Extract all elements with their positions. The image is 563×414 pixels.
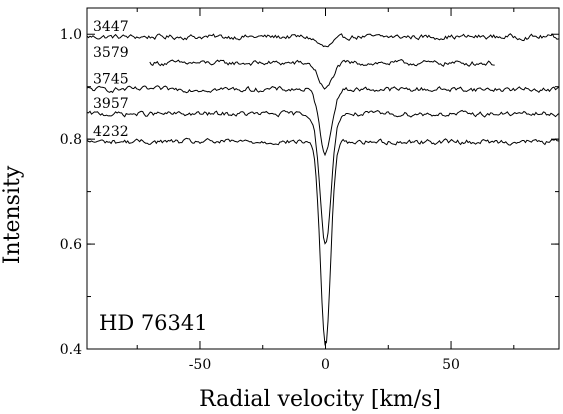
series-line-4232 (86, 137, 559, 346)
series-line-3447 (86, 33, 559, 48)
x-tick-label: 50 (442, 357, 460, 373)
series-labels: 3447 3579 3745 3957 4232 (93, 19, 129, 140)
series-line-3957 (86, 109, 559, 245)
x-tick-label: 0 (321, 357, 330, 373)
series-lines (86, 33, 559, 346)
series-line-3579 (149, 59, 495, 90)
x-axis-label: Radial velocity [km/s] (199, 387, 441, 412)
star-annotation: HD 76341 (99, 311, 208, 335)
series-label-3745: 3745 (93, 71, 129, 87)
series-label-3579: 3579 (93, 45, 129, 61)
y-tick-label: 1.0 (60, 27, 82, 43)
series-label-4232: 4232 (93, 124, 129, 140)
x-tick-label: -50 (189, 357, 212, 373)
axis-ticks: -50 0 50 0.4 0.6 0.8 1.0 (60, 8, 559, 373)
series-label-3957: 3957 (93, 96, 129, 112)
y-tick-label: 0.8 (60, 132, 82, 148)
y-tick-label: 0.4 (60, 342, 82, 358)
y-axis-label: Intensity (0, 165, 25, 264)
series-label-3447: 3447 (93, 19, 129, 35)
plot-border (86, 7, 560, 350)
y-tick-label: 0.6 (60, 237, 82, 253)
series-line-3745 (86, 85, 559, 157)
plot-frame (86, 7, 560, 350)
